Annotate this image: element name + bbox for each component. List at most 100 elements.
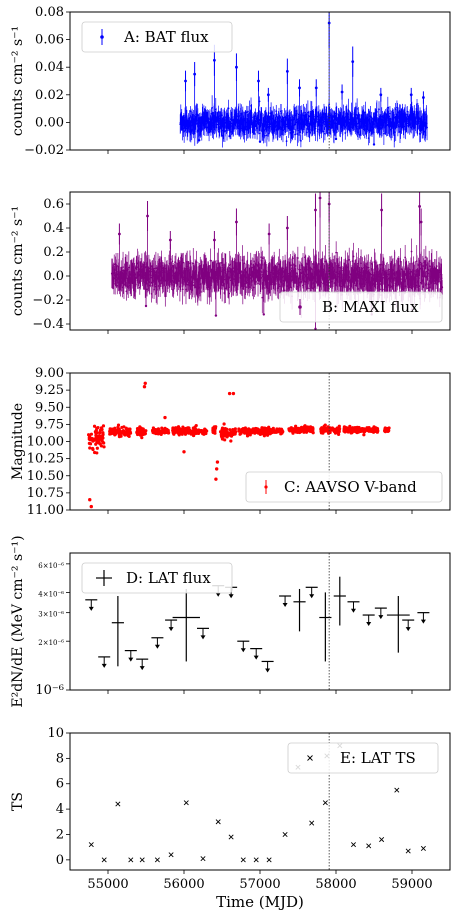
data-point (278, 428, 283, 432)
data-point (399, 260, 402, 263)
spike-point (327, 21, 331, 25)
data-point (294, 133, 297, 136)
data-point (228, 292, 231, 295)
data-point (125, 429, 130, 434)
spike-point (257, 79, 260, 83)
data-point (285, 123, 288, 126)
data-point (127, 266, 130, 269)
data-point (409, 286, 412, 289)
data-point (319, 431, 324, 435)
data-point (319, 428, 323, 432)
data-point (174, 261, 176, 264)
data-point (243, 133, 246, 136)
spike-point (235, 65, 238, 69)
data-point (390, 285, 393, 288)
data-point (329, 427, 333, 431)
data-point (403, 272, 406, 275)
data-point (348, 276, 351, 278)
data-point (164, 267, 166, 270)
y-axis-label: counts cm⁻² s⁻¹ (10, 26, 26, 136)
data-point (393, 263, 396, 265)
data-point (228, 428, 232, 432)
data-point (412, 285, 414, 288)
data-point (239, 431, 243, 435)
data-point (223, 427, 227, 431)
data-point (394, 108, 397, 111)
data-point (245, 432, 249, 436)
data-point (350, 113, 353, 115)
spike-point (168, 238, 172, 242)
data-point (345, 278, 348, 281)
data-point (146, 288, 148, 291)
data-point (362, 430, 366, 434)
data-point (89, 438, 93, 442)
data-point (237, 427, 241, 431)
data-point (210, 284, 213, 287)
data-point (134, 283, 137, 286)
data-point (200, 429, 204, 433)
data-point (304, 426, 308, 431)
data-point (140, 427, 144, 431)
data-point (348, 258, 351, 261)
data-point (296, 257, 299, 259)
data-point (352, 255, 355, 258)
data-point (290, 427, 294, 432)
data-point (344, 132, 347, 134)
data-point (264, 134, 266, 137)
data-point (353, 282, 356, 285)
data-point (122, 266, 124, 268)
data-point (408, 268, 411, 271)
panel-C: 9.009.259.509.7510.0010.2510.5010.7511.0… (10, 366, 451, 518)
data-point (158, 429, 162, 433)
data-point (94, 428, 98, 432)
spike-point (379, 93, 383, 97)
data-point (316, 115, 319, 118)
data-point (101, 424, 106, 428)
y-tick-label: 0.2 (43, 245, 64, 260)
data-point (196, 130, 199, 133)
data-point (306, 131, 308, 134)
dip-point (228, 135, 231, 138)
data-point (102, 445, 106, 449)
data-point (367, 266, 370, 269)
legend-marker-dot (298, 305, 302, 309)
data-point (180, 427, 184, 431)
data-point (266, 427, 270, 431)
spike-point (318, 196, 322, 200)
y-tick-label: 0.08 (35, 5, 64, 20)
data-point (400, 278, 402, 281)
data-point (328, 430, 332, 435)
data-point (247, 110, 249, 113)
data-point (311, 428, 315, 432)
spike-point (213, 58, 216, 62)
spike-point (422, 96, 425, 99)
data-point (273, 429, 277, 433)
spike-point (235, 220, 238, 224)
spike-point (267, 232, 271, 236)
legend-label: B: MAXI flux (322, 298, 419, 316)
data-point (224, 129, 227, 132)
data-point (297, 129, 300, 132)
data-point (135, 432, 140, 437)
data-point (299, 139, 302, 142)
data-point (289, 117, 291, 119)
y-tick-label: 0.00 (35, 115, 64, 130)
spike-point (285, 226, 289, 230)
data-point (364, 111, 367, 114)
data-point (161, 428, 165, 432)
data-point (264, 287, 266, 289)
data-point (171, 260, 174, 263)
data-point (241, 259, 244, 262)
data-point (333, 282, 336, 284)
data-point (243, 431, 247, 435)
data-point (268, 132, 270, 135)
data-point (262, 434, 266, 438)
spike-point (409, 93, 413, 97)
data-point (121, 429, 126, 433)
data-point (249, 263, 252, 265)
data-point (403, 125, 405, 128)
data-point (99, 426, 104, 430)
data-point (404, 112, 407, 115)
data-point (227, 107, 230, 110)
data-point (222, 431, 226, 435)
